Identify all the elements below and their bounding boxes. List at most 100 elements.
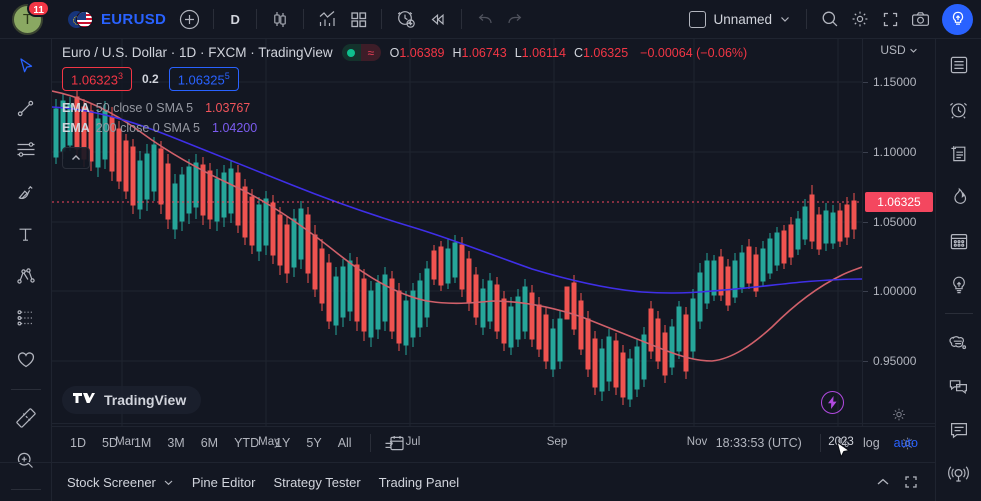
notification-badge[interactable]: 11 [27,0,50,17]
percent-scale-toggle[interactable]: % [837,436,849,450]
gear-icon [901,437,914,450]
trend-line-tool[interactable] [7,89,45,127]
stream-panel-button[interactable] [940,454,978,494]
bid-price-sup: 3 [118,71,124,81]
price-tick-label: 1.10000 [873,145,917,159]
panel-collapse-button[interactable] [869,468,897,496]
public-chats-panel-button[interactable] [940,366,978,406]
go-to-date-icon [385,435,404,450]
horizontal-lines-tool[interactable] [7,131,45,169]
calendar-panel-button[interactable] [940,221,978,261]
top-toolbar: T 11 EURUSD D [0,0,981,39]
market-open-indicator [341,44,362,61]
chart-style-button[interactable] [265,4,295,34]
currency-selector[interactable]: USD [863,39,935,61]
hotlist-panel-button[interactable] [940,177,978,217]
replay-button[interactable] [422,4,453,34]
brush-tool[interactable] [7,173,45,211]
publish-idea-button[interactable] [942,3,973,35]
divider [381,9,383,29]
range-button-5d[interactable]: 5D [101,436,118,450]
notes-panel-button[interactable] [940,410,978,450]
watermark-label: TradingView [104,392,187,408]
templates-button[interactable] [343,4,373,34]
chat-panel-button[interactable] [940,322,978,362]
range-button-5y[interactable]: 5Y [306,436,322,450]
heart-icon [17,352,34,368]
search-button[interactable] [815,4,845,34]
symbol-flags-icon [68,10,94,28]
divider [461,9,463,29]
redo-button[interactable] [500,4,530,34]
log-scale-toggle[interactable]: log [862,436,880,450]
range-button-1m[interactable]: 1M [133,436,152,450]
layout-name-label: Unnamed [713,11,772,27]
panel-expand-button[interactable] [897,468,925,496]
price-tick-label: 1.05000 [873,215,917,229]
go-to-date-button[interactable] [381,431,408,456]
time-axis-settings-button[interactable] [900,436,915,451]
time-tick-label: Jul [405,436,421,448]
auto-scale-toggle[interactable]: auto [893,436,918,450]
add-symbol-button[interactable] [174,4,205,34]
ask-price-tag[interactable]: 1.063255 [168,67,239,92]
calendar-icon [950,233,967,250]
forecast-tool[interactable] [7,299,45,337]
bottom-tab-trading-panel[interactable]: Trading Panel [378,474,460,490]
tradingview-watermark[interactable]: TradingView [62,386,202,414]
bid-price-value: 1.06323 [71,72,118,88]
measure-tool[interactable] [7,399,45,437]
ideas-panel-button[interactable] [940,265,978,305]
indicator-ema-50[interactable]: EMA 50 close 0 SMA 5 1.03767 [62,101,257,115]
text-tool[interactable] [7,215,45,253]
notes-icon [950,423,967,439]
data-window-panel-button[interactable] [940,133,978,173]
undo-button[interactable] [470,4,500,34]
indicators-button[interactable] [312,4,343,34]
range-button-6m[interactable]: 6M [200,436,219,450]
indicator-value: 1.04200 [212,121,258,135]
patterns-icon [16,268,35,284]
patterns-tool[interactable] [7,257,45,295]
range-button-1d[interactable]: 1D [70,436,86,450]
divider [369,434,371,452]
indicator-ema-200[interactable]: EMA 200 close 0 SMA 5 1.04200 [62,121,257,135]
market-status-badge[interactable]: ≈ [341,44,381,61]
price-axis-settings-button[interactable] [892,407,907,422]
price-tick-label: 1.15000 [873,75,917,89]
lightning-bolt-button[interactable] [821,391,844,414]
time-range-toolbar: 1D 5D 1M 3M 6M YTD 1Y 5Y All 18:33:53 (U… [52,423,935,462]
bottom-tab-stock-screener[interactable]: Stock Screener [58,470,183,495]
snapshot-button[interactable] [905,4,936,34]
watchlist-panel-button[interactable] [940,45,978,85]
range-button-3m[interactable]: 3M [167,436,185,450]
time-tick-label: Mar [115,436,135,448]
settings-button[interactable] [845,4,875,34]
favorites-tool[interactable] [7,341,45,379]
bottom-tab-strategy-tester[interactable]: Strategy Tester [273,474,361,490]
bottom-tab-pine-editor[interactable]: Pine Editor [191,474,256,490]
bid-price-tag[interactable]: 1.063233 [62,67,133,92]
alerts-panel-button[interactable] [940,89,978,129]
current-price-label[interactable]: 1.06325 [865,192,933,212]
chart-canvas[interactable]: Euro / U.S. Dollar · 1D · FXCM · Trading… [52,39,862,426]
chart-title[interactable]: Euro / U.S. Dollar · 1D · FXCM · Trading… [62,45,333,60]
range-button-all[interactable]: All [337,436,352,450]
user-avatar[interactable]: T 11 [12,0,50,36]
fullscreen-button[interactable] [875,4,905,34]
cursor-tool[interactable] [7,47,45,85]
layout-name-button[interactable]: Unnamed [682,4,798,34]
axis-tick [863,361,868,362]
legend-collapse-button[interactable] [62,147,90,169]
chart-clock[interactable]: 18:33:53 (UTC) [715,436,802,450]
range-button-1y[interactable]: 1Y [275,436,291,450]
create-alert-button[interactable] [390,4,422,34]
symbol-search-button[interactable]: EURUSD [101,10,167,28]
price-axis[interactable]: USD 1.15000 1.10000 1.05000 1.00000 0.95… [862,39,935,426]
interval-button[interactable]: D [230,11,240,27]
zoom-tool[interactable] [7,441,45,479]
bid-ask-tags: 1.063233 0.2 1.063255 [62,67,239,92]
indicator-legend: EMA 50 close 0 SMA 5 1.03767 EMA 200 clo… [62,101,257,141]
range-button-ytd[interactable]: YTD [234,436,260,450]
